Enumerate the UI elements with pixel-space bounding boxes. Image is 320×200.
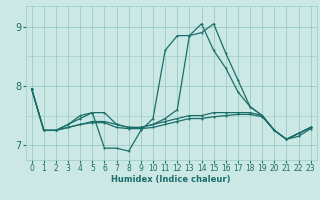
X-axis label: Humidex (Indice chaleur): Humidex (Indice chaleur) <box>111 175 231 184</box>
